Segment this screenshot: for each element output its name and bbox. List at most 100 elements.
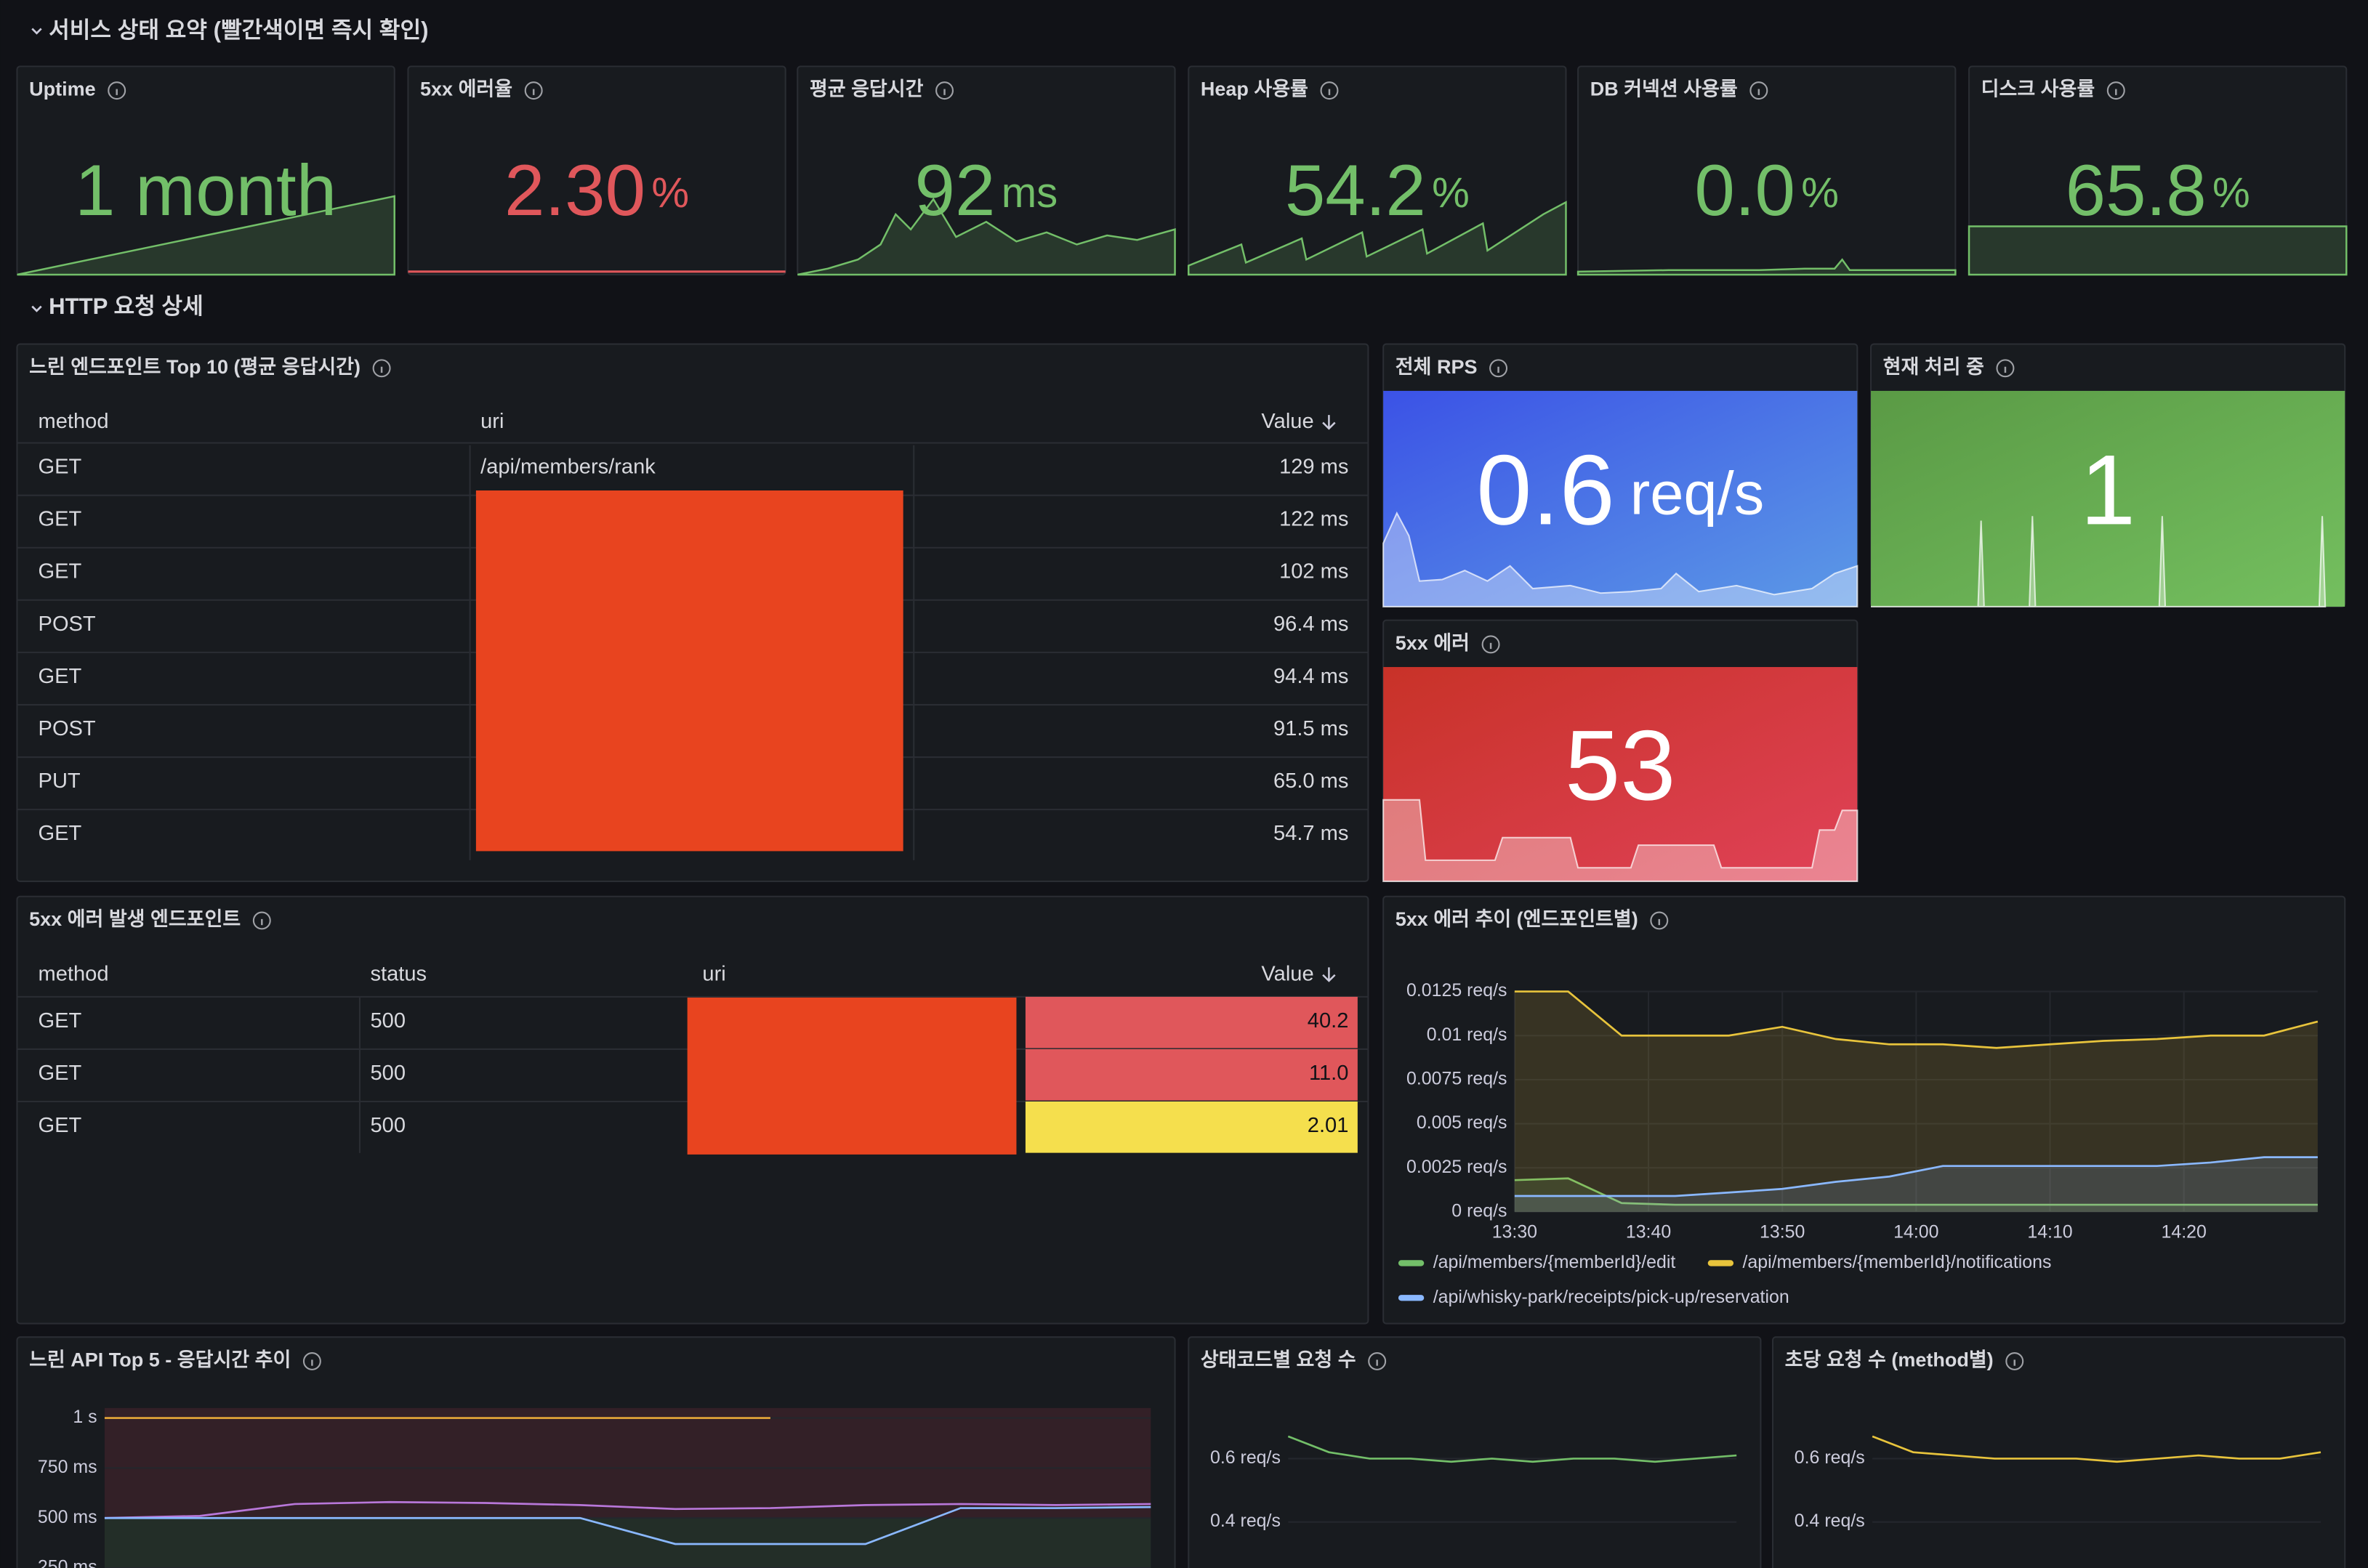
y-tick-label: 0.005 req/s [1417, 1112, 1507, 1133]
series-line [1872, 1435, 2321, 1463]
legend-label[interactable]: /api/whisky-park/receipts/pick-up/reserv… [1433, 1287, 1789, 1307]
panel-title[interactable]: Heap 사용률 [1201, 78, 1308, 100]
panel-title[interactable]: 느린 API Top 5 - 응답시간 추이 [29, 1349, 291, 1371]
stat-unit: % [651, 169, 689, 217]
redaction [475, 490, 903, 852]
stat-unit: req/s [1630, 459, 1765, 527]
threshold-band [104, 1407, 1151, 1519]
series-area [1514, 991, 2318, 1212]
stat-number: 65.8 [2066, 150, 2207, 231]
table-cell: 500 [370, 1114, 405, 1137]
sparkline [1382, 799, 1858, 883]
stat-value: 0.0% [1694, 150, 1839, 231]
column-header[interactable]: status [370, 962, 427, 985]
sparkline [1187, 201, 1567, 276]
stat-unit: ms [1002, 169, 1058, 217]
series-line [104, 1506, 1151, 1545]
panel-title[interactable]: DB 커넥션 사용률 [1590, 78, 1738, 100]
info-icon [1489, 359, 1508, 378]
series-area [1514, 1157, 2318, 1212]
series-line [104, 1500, 1151, 1519]
table-cell: 65.0 ms [1273, 769, 1348, 793]
panel-title[interactable]: 전체 RPS [1396, 356, 1478, 378]
sparkline [1576, 258, 1957, 276]
y-tick-label: 0 req/s [1451, 1200, 1507, 1221]
panel-title[interactable]: 느린 엔드포인트 Top 10 (평균 응답시간) [29, 356, 361, 378]
panel-title[interactable]: 상태코드별 요청 수 [1201, 1349, 1356, 1371]
stat-number: 0.0 [1694, 150, 1795, 231]
stat-value: 54.2% [1285, 150, 1470, 231]
table-cell: 2.01 [1308, 1114, 1349, 1137]
x-tick-label: 13:30 [1492, 1221, 1537, 1242]
info-icon [372, 359, 391, 378]
stat-value: 0.6 req/s [1476, 435, 1764, 546]
collapse-icon[interactable] [31, 28, 42, 35]
panel-title[interactable]: 5xx 에러 발생 엔드포인트 [29, 908, 241, 930]
column-header[interactable]: Value [1261, 410, 1313, 433]
table-cell: 500 [370, 1009, 405, 1032]
legend-label[interactable]: /api/members/{memberId}/edit [1433, 1252, 1676, 1272]
column-header[interactable]: method [39, 962, 109, 985]
info-icon [302, 1351, 321, 1370]
table-cell: GET [39, 665, 82, 688]
table-cell: GET [39, 456, 82, 479]
section-title[interactable]: HTTP 요청 상세 [49, 294, 204, 319]
table-cell: GET [39, 1062, 82, 1085]
sparkline [17, 195, 395, 276]
stat-number: 1 [2080, 435, 2135, 546]
panel-title[interactable]: 5xx 에러 [1396, 632, 1470, 654]
stat-value: 65.8% [2066, 150, 2250, 231]
info-icon [1481, 635, 1500, 654]
table-cell: GET [39, 822, 82, 845]
table-cell: /api/members/rank [480, 456, 656, 479]
y-tick-label: 0.4 req/s [1795, 1511, 1865, 1531]
sparkline [1382, 511, 1858, 607]
column-header[interactable]: method [39, 410, 109, 433]
collapse-icon[interactable] [31, 305, 42, 312]
y-tick-label: 0.6 req/s [1795, 1447, 1865, 1468]
info-icon [1749, 81, 1768, 100]
column-header[interactable]: uri [480, 410, 504, 433]
panel-title[interactable]: 평균 응답시간 [810, 78, 924, 100]
x-tick-label: 14:10 [2027, 1221, 2072, 1242]
legend-label[interactable]: /api/members/{memberId}/notifications [1742, 1252, 2051, 1272]
table-cell: 40.2 [1308, 1009, 1349, 1032]
info-icon [108, 81, 126, 100]
sparkline [1968, 225, 2348, 276]
panel-title[interactable]: 5xx 에러율 [420, 78, 512, 100]
stat-unit: % [2212, 169, 2250, 217]
stat-number: 0.6 [1476, 435, 1615, 546]
x-tick-label: 14:00 [1893, 1221, 1938, 1242]
panel-title[interactable]: 5xx 에러 추이 (엔드포인트별) [1396, 908, 1638, 930]
info-icon [524, 81, 543, 100]
y-tick-label: 0.0075 req/s [1406, 1068, 1507, 1088]
info-icon [935, 81, 954, 100]
column-header[interactable]: Value [1261, 962, 1313, 985]
table-cell: 500 [370, 1062, 405, 1085]
series-line [1514, 1156, 2318, 1197]
y-tick-label: 0.0125 req/s [1406, 980, 1507, 1001]
stat-number: 92 [915, 150, 996, 231]
stat-background [1871, 390, 2345, 607]
info-icon [1996, 359, 2015, 378]
series-line [1514, 1177, 2318, 1206]
panel-title[interactable]: Uptime [29, 78, 96, 100]
threshold-band [104, 1518, 1151, 1568]
panel-title[interactable]: 현재 처리 중 [1883, 356, 1984, 378]
panel [1382, 895, 2346, 1325]
table-cell: 102 ms [1279, 560, 1348, 583]
y-tick-label: 0.0025 req/s [1406, 1157, 1507, 1177]
section-title[interactable]: 서비스 상태 요약 (빨간색이면 즉시 확인) [49, 17, 428, 43]
info-icon [2106, 81, 2125, 100]
info-icon [1650, 911, 1669, 930]
column-header[interactable]: uri [702, 962, 725, 985]
stat-value: 2.30% [504, 150, 689, 231]
table-cell: POST [39, 717, 96, 740]
panel [407, 65, 786, 276]
table-cell: 94.4 ms [1273, 665, 1348, 688]
panel-title[interactable]: 초당 요청 수 (method별) [1785, 1349, 1994, 1371]
panel-title[interactable]: 디스크 사용률 [1981, 78, 2095, 100]
y-tick-label: 0.4 req/s [1210, 1511, 1281, 1531]
y-tick-label: 1 s [73, 1407, 97, 1427]
